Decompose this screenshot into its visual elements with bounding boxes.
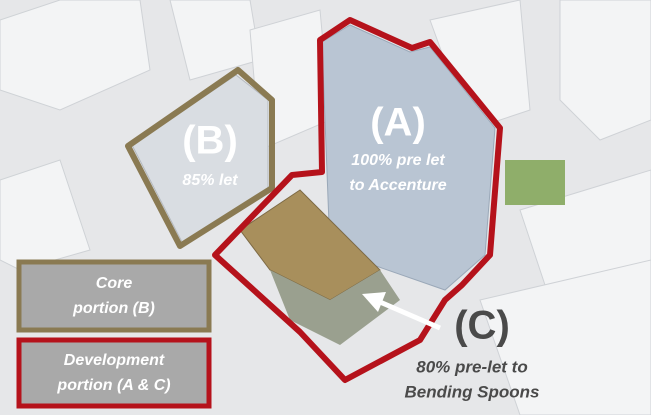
label-a-title: (A) bbox=[370, 101, 426, 145]
legend-text: Development bbox=[64, 352, 165, 369]
label-c-line: 80% pre-let to bbox=[416, 357, 527, 376]
outline-b bbox=[125, 67, 275, 249]
legend-core bbox=[16, 259, 212, 333]
label-b-line: 85% let bbox=[182, 172, 238, 189]
label-c-title: (C) bbox=[454, 304, 510, 348]
label-a-line: 100% pre let bbox=[351, 152, 445, 169]
arrow bbox=[379, 299, 441, 331]
outline-ac bbox=[212, 17, 503, 383]
park bbox=[505, 160, 565, 205]
terrace-c bbox=[270, 270, 400, 345]
label-c-line: Bending Spoons bbox=[404, 382, 539, 401]
label-b-title: (B) bbox=[182, 119, 238, 163]
legend-development bbox=[16, 337, 212, 409]
legend-text: Core bbox=[96, 275, 133, 292]
legend-text: portion (A & C) bbox=[56, 377, 170, 394]
arrow-head bbox=[362, 292, 386, 312]
legend-text: portion (B) bbox=[72, 300, 155, 317]
label-a-line: to Accenture bbox=[349, 177, 446, 194]
